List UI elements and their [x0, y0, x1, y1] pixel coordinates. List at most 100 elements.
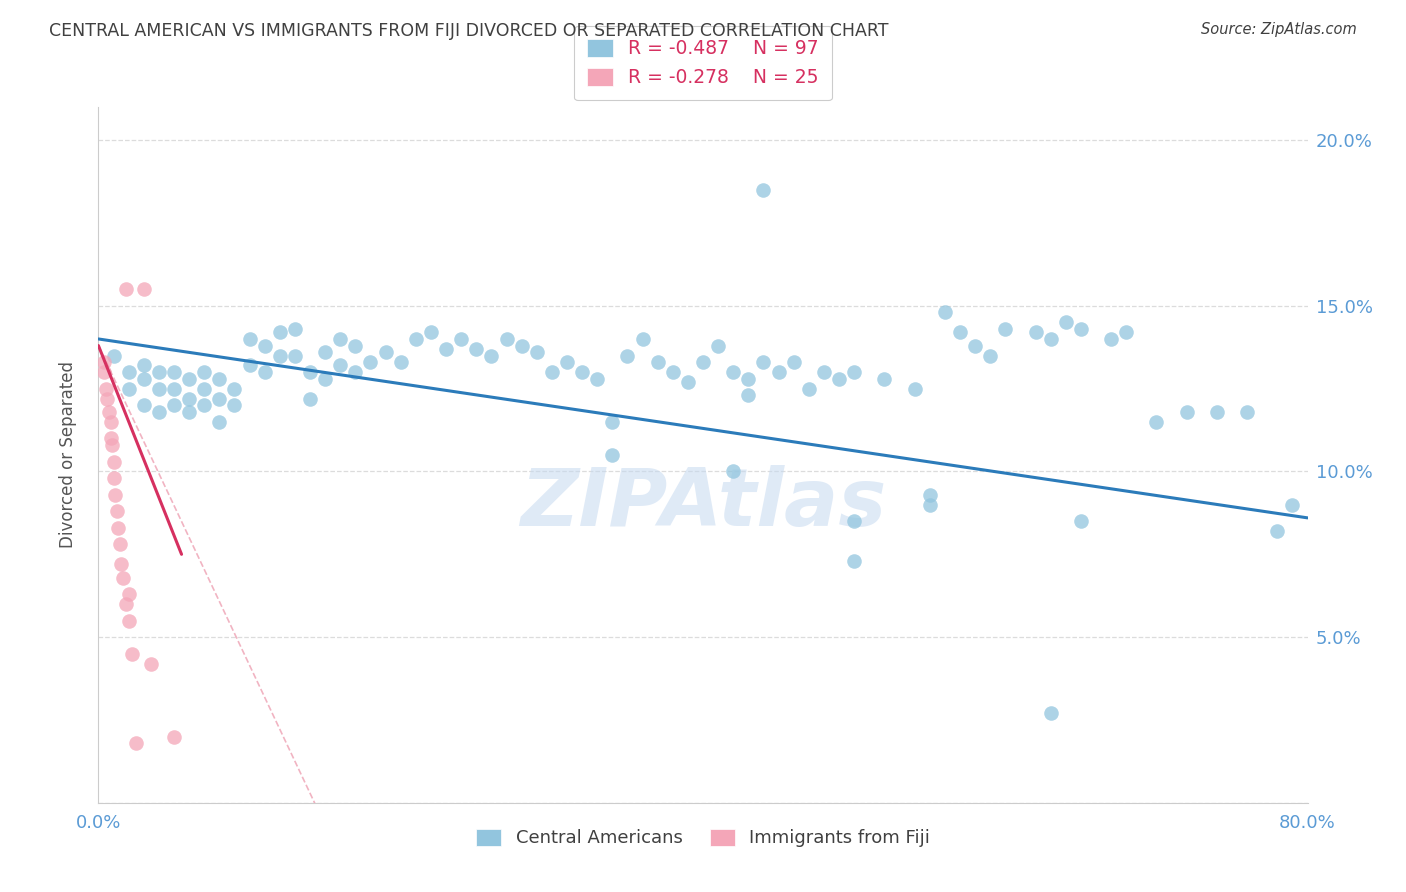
Point — [96, 392, 118, 406]
Point — [949, 326, 972, 340]
Point — [103, 471, 125, 485]
Point — [737, 388, 759, 402]
Point — [105, 504, 128, 518]
Point — [752, 183, 775, 197]
Point — [526, 345, 548, 359]
Point — [844, 514, 866, 528]
Point — [253, 365, 276, 379]
Point — [737, 372, 759, 386]
Point — [918, 488, 941, 502]
Point — [934, 305, 956, 319]
Point — [284, 322, 307, 336]
Point — [111, 570, 134, 584]
Point — [224, 398, 246, 412]
Point — [299, 392, 322, 406]
Point — [979, 349, 1001, 363]
Point — [148, 365, 170, 379]
Text: CENTRAL AMERICAN VS IMMIGRANTS FROM FIJI DIVORCED OR SEPARATED CORRELATION CHART: CENTRAL AMERICAN VS IMMIGRANTS FROM FIJI… — [49, 22, 889, 40]
Point — [110, 558, 132, 572]
Point — [752, 355, 775, 369]
Point — [103, 454, 125, 468]
Point — [571, 365, 593, 379]
Point — [179, 405, 201, 419]
Point — [239, 359, 262, 373]
Point — [329, 359, 352, 373]
Point — [481, 349, 503, 363]
Point — [132, 398, 155, 412]
Point — [269, 349, 291, 363]
Point — [723, 465, 745, 479]
Point — [93, 365, 115, 379]
Point — [1175, 405, 1198, 419]
Point — [586, 372, 609, 386]
Point — [94, 382, 117, 396]
Point — [114, 597, 136, 611]
Point — [193, 398, 215, 412]
Point — [647, 355, 669, 369]
Point — [783, 355, 806, 369]
Point — [797, 382, 820, 396]
Point — [101, 438, 124, 452]
Point — [107, 521, 129, 535]
Point — [118, 587, 141, 601]
Point — [103, 349, 125, 363]
Point — [253, 338, 276, 352]
Point — [813, 365, 835, 379]
Point — [193, 365, 215, 379]
Point — [616, 349, 638, 363]
Point — [555, 355, 578, 369]
Point — [844, 365, 866, 379]
Point — [104, 488, 127, 502]
Point — [844, 554, 866, 568]
Point — [602, 415, 624, 429]
Point — [118, 365, 141, 379]
Point — [163, 365, 186, 379]
Y-axis label: Divorced or Separated: Divorced or Separated — [59, 361, 77, 549]
Point — [873, 372, 896, 386]
Point — [465, 342, 488, 356]
Point — [602, 448, 624, 462]
Point — [344, 365, 367, 379]
Point — [344, 338, 367, 352]
Point — [405, 332, 427, 346]
Point — [208, 372, 231, 386]
Point — [676, 375, 699, 389]
Point — [692, 355, 714, 369]
Point — [1039, 706, 1062, 721]
Point — [284, 349, 307, 363]
Point — [510, 338, 533, 352]
Point — [269, 326, 291, 340]
Point — [904, 382, 927, 396]
Point — [707, 338, 730, 352]
Point — [450, 332, 472, 346]
Point — [239, 332, 262, 346]
Point — [1267, 524, 1289, 538]
Point — [163, 730, 186, 744]
Point — [420, 326, 443, 340]
Point — [1281, 498, 1303, 512]
Point — [389, 355, 412, 369]
Point — [93, 355, 115, 369]
Point — [100, 415, 122, 429]
Point — [1099, 332, 1122, 346]
Point — [1054, 315, 1077, 329]
Text: Source: ZipAtlas.com: Source: ZipAtlas.com — [1201, 22, 1357, 37]
Point — [108, 537, 131, 551]
Point — [661, 365, 683, 379]
Point — [208, 415, 231, 429]
Point — [98, 405, 121, 419]
Legend: Central Americans, Immigrants from Fiji: Central Americans, Immigrants from Fiji — [467, 820, 939, 856]
Point — [1144, 415, 1167, 429]
Point — [121, 647, 143, 661]
Point — [148, 405, 170, 419]
Point — [148, 382, 170, 396]
Point — [1070, 322, 1092, 336]
Point — [918, 498, 941, 512]
Point — [132, 359, 155, 373]
Point — [314, 372, 336, 386]
Point — [193, 382, 215, 396]
Point — [495, 332, 517, 346]
Point — [1115, 326, 1137, 340]
Point — [100, 431, 122, 445]
Point — [141, 657, 163, 671]
